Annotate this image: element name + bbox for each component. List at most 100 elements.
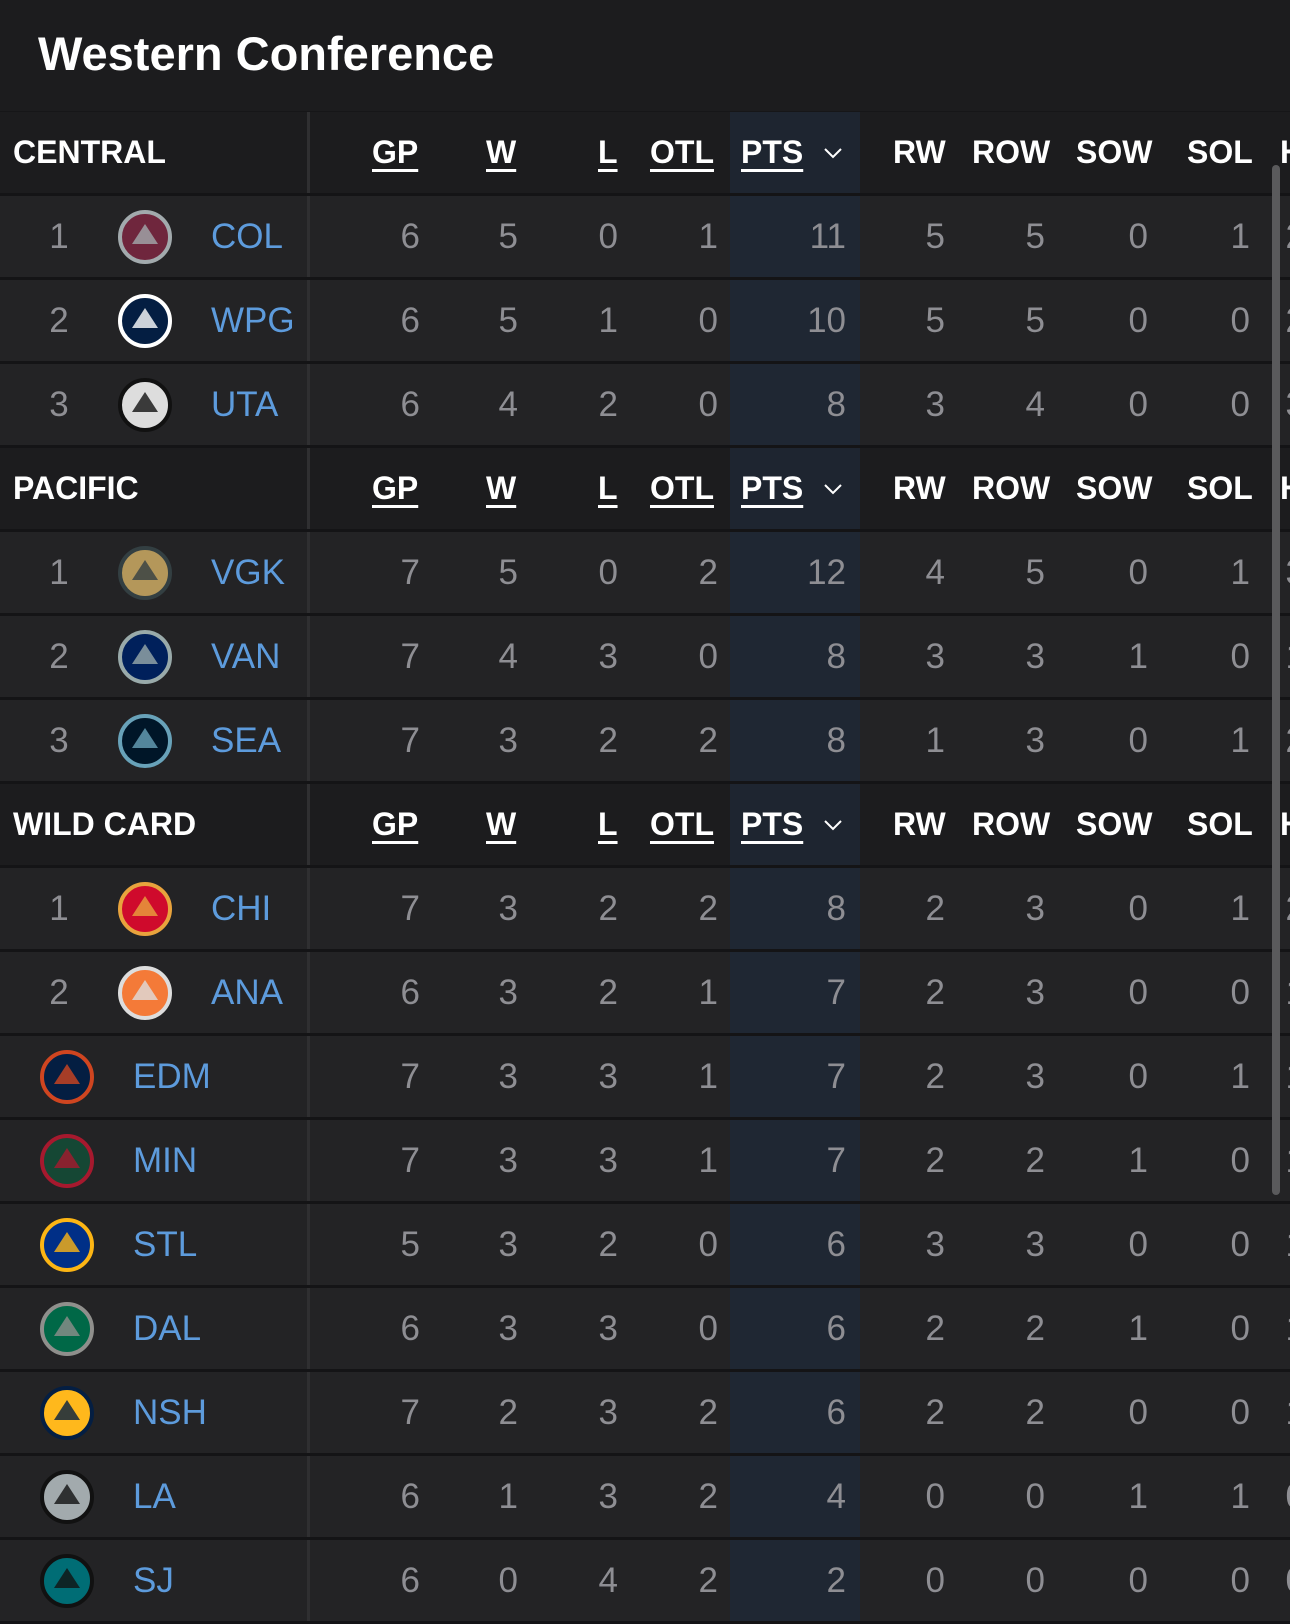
column-header-gp[interactable]: GP [372,806,419,842]
team-cell[interactable]: MIN [0,1120,310,1201]
team-row[interactable]: DAL6330622101 [0,1288,1290,1372]
team-row[interactable]: MIN7331722101 [0,1120,1290,1204]
stat-w: 4 [498,636,518,676]
column-header-w[interactable]: W [486,134,517,170]
stat-sow: 0 [1128,1392,1148,1432]
column-header-w[interactable]: W [486,470,517,506]
team-abbreviation[interactable]: DAL [133,1308,202,1348]
team-cell[interactable]: 3 UTA [0,364,310,445]
stat-w: 5 [498,216,518,256]
column-header-otl[interactable]: OTL [650,134,714,170]
team-abbreviation[interactable]: EDM [133,1056,211,1096]
team-row[interactable]: 3UTA6420834003 [0,364,1290,448]
team-row[interactable]: 2WPG65101055002 [0,280,1290,364]
team-cell[interactable]: 2 VAN [0,616,310,697]
stat-otl: 1 [698,1056,718,1096]
team-abbreviation[interactable]: VAN [211,636,281,676]
column-header-pts[interactable]: PTS [741,470,804,506]
stat-sow: 0 [1128,720,1148,760]
team-row[interactable]: 2VAN7430833101 [0,616,1290,700]
team-row[interactable]: LA6132400110 [0,1456,1290,1540]
team-cell[interactable]: 3 SEA [0,700,310,781]
column-header-row[interactable]: ROW [972,470,1051,506]
sorted-column-highlight [730,1204,860,1285]
stat-sol: 1 [1230,720,1250,760]
team-abbreviation[interactable]: ANA [211,972,283,1012]
column-header-sow[interactable]: SOW [1076,134,1153,170]
team-abbreviation[interactable]: CHI [211,888,272,928]
team-abbreviation[interactable]: STL [133,1224,198,1264]
stat-pts: 11 [809,216,846,256]
column-header-otl[interactable]: OTL [650,470,714,506]
chevron-down-icon[interactable] [823,112,843,193]
column-header-sol[interactable]: SOL [1187,134,1253,170]
team-row[interactable]: STL5320633001 [0,1204,1290,1288]
column-header-pts[interactable]: PTS [741,806,804,842]
team-abbreviation[interactable]: WPG [211,300,295,340]
column-header-otl[interactable]: OTL [650,806,714,842]
stat-w: 0 [498,1560,518,1600]
column-header-h[interactable]: H [1280,448,1290,529]
team-cell[interactable]: DAL [0,1288,310,1369]
team-cell[interactable]: 1 CHI [0,868,310,949]
column-header-sol[interactable]: SOL [1187,470,1253,506]
team-abbreviation[interactable]: MIN [133,1140,198,1180]
team-abbreviation[interactable]: NSH [133,1392,207,1432]
team-cell[interactable]: 2 WPG [0,280,310,361]
vertical-scrollbar[interactable] [1272,165,1280,1195]
stat-h: 1 [1225,1372,1290,1453]
stat-row: 2 [1025,1392,1045,1432]
team-abbreviation[interactable]: LA [133,1476,176,1516]
column-header-rw[interactable]: RW [893,806,946,842]
team-cell[interactable]: SJ [0,1540,310,1621]
column-header-h[interactable]: H [1280,784,1290,865]
column-header-gp[interactable]: GP [372,470,419,506]
column-header-l[interactable]: L [598,470,618,506]
team-cell[interactable]: LA [0,1456,310,1537]
team-abbreviation[interactable]: UTA [211,384,279,424]
chevron-down-icon[interactable] [823,784,843,865]
column-header-l[interactable]: L [598,134,618,170]
team-row[interactable]: 1VGK75021245013 [0,532,1290,616]
column-header-row[interactable]: ROW [972,806,1051,842]
team-row[interactable]: NSH7232622001 [0,1372,1290,1456]
column-header-rw[interactable]: RW [893,470,946,506]
column-header-w[interactable]: W [486,806,517,842]
team-cell[interactable]: EDM [0,1036,310,1117]
team-cell[interactable]: 1 VGK [0,532,310,613]
team-row[interactable]: EDM7331723011 [0,1036,1290,1120]
column-header-sow[interactable]: SOW [1076,470,1153,506]
team-row[interactable]: 2ANA6321723001 [0,952,1290,1036]
stat-sow: 0 [1128,300,1148,340]
stat-w: 5 [498,300,518,340]
column-header-h[interactable]: H [1280,112,1290,193]
stat-sow: 0 [1128,888,1148,928]
team-cell[interactable]: 2 ANA [0,952,310,1033]
column-header-l[interactable]: L [598,806,618,842]
column-header-sol[interactable]: SOL [1187,806,1253,842]
team-rank: 2 [49,300,69,340]
team-cell[interactable]: 1 COL [0,196,310,277]
stat-l: 2 [598,888,618,928]
team-rank: 2 [49,636,69,676]
sorted-column-highlight [730,1372,860,1453]
column-header-pts[interactable]: PTS [741,134,804,170]
column-header-rw[interactable]: RW [893,134,946,170]
team-abbreviation[interactable]: SEA [211,720,282,760]
column-header-gp[interactable]: GP [372,134,419,170]
team-abbreviation[interactable]: VGK [211,552,285,592]
team-cell[interactable]: NSH [0,1372,310,1453]
stat-h: 1 [1225,952,1290,1033]
team-abbreviation[interactable]: SJ [133,1560,174,1600]
chevron-down-icon[interactable] [823,448,843,529]
team-row[interactable]: SJ6042200000 [0,1540,1290,1624]
team-abbreviation[interactable]: COL [211,216,283,256]
column-header-row[interactable]: ROW [972,134,1051,170]
stat-pts: 7 [826,1056,846,1096]
stat-sol: 0 [1230,1224,1250,1264]
team-row[interactable]: 3SEA7322813012 [0,700,1290,784]
column-header-sow[interactable]: SOW [1076,806,1153,842]
team-cell[interactable]: STL [0,1204,310,1285]
